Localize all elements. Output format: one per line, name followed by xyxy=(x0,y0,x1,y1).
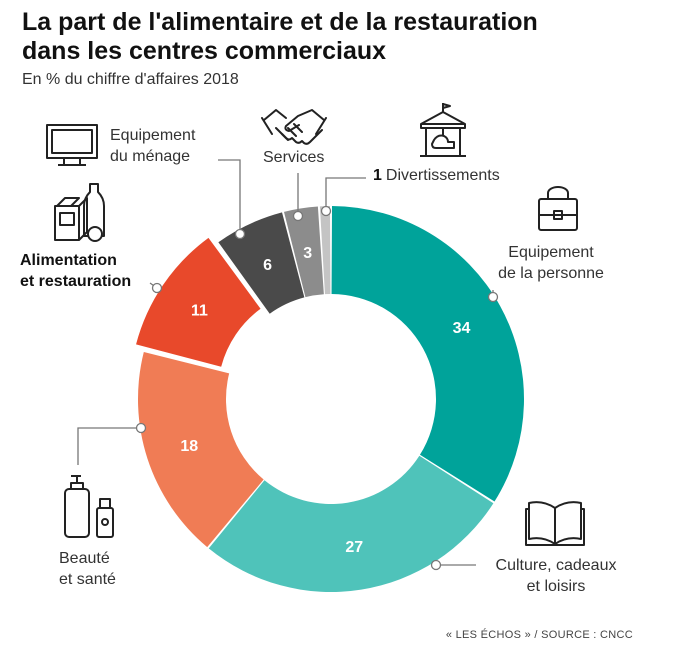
television-icon xyxy=(46,124,98,166)
leader-dot-equipement-menage xyxy=(234,228,246,240)
slice-services xyxy=(283,206,324,298)
slice-equipement-personne xyxy=(331,206,524,502)
label-equipement-personne: Equipement de la personne xyxy=(488,242,614,284)
leader-line-beaute-sante xyxy=(77,427,141,465)
slice-divertissements xyxy=(319,206,331,295)
label-beaute-line-2: et santé xyxy=(59,571,116,588)
label-culture-line-2: et loisirs xyxy=(526,578,586,595)
leader-dot-services xyxy=(292,210,304,222)
handshake-icon xyxy=(261,109,327,145)
value-label-equipement-personne: 34 xyxy=(453,320,471,337)
leader-line-divertissements xyxy=(325,177,366,211)
label-menage-line-1: Equipement xyxy=(110,127,196,144)
groceries-icon xyxy=(54,183,105,242)
cosmetics-bottles-icon xyxy=(64,475,114,538)
value-label-beaute-sante: 18 xyxy=(180,438,198,455)
value-label-services: 3 xyxy=(303,245,312,262)
chart-title-line-2: dans les centres commerciaux xyxy=(22,37,387,65)
label-alimentation-line-2: et restauration xyxy=(20,273,132,290)
slice-beaute-sante xyxy=(138,351,264,548)
leader-dot-equipement-personne xyxy=(487,291,499,303)
value-label-alimentation-restauration: 11 xyxy=(191,303,208,320)
label-beaute-line-1: Beauté xyxy=(59,550,110,567)
label-culture-cadeaux-loisirs: Culture, cadeaux et loisirs xyxy=(472,555,640,597)
chart-subtitle: En % du chiffre d'affaires 2018 xyxy=(22,71,239,88)
chart-title-line-1: La part de l'alimentaire et de la restau… xyxy=(22,8,538,36)
label-equipement-personne-line-1: Equipement xyxy=(508,244,594,261)
label-divertissements: 1 Divertissements xyxy=(373,165,500,186)
open-book-icon xyxy=(525,501,585,546)
leader-dot-divertissements xyxy=(320,205,332,217)
chart-title: La part de l'alimentaire et de la restau… xyxy=(22,8,642,66)
value-label-equipement-menage: 6 xyxy=(263,257,272,274)
carousel-icon xyxy=(420,103,466,157)
divertissements-value: 1 xyxy=(373,167,382,184)
label-menage-line-2: du ménage xyxy=(110,148,191,165)
leader-dot-beaute-sante xyxy=(135,422,147,434)
slice-culture-cadeaux-loisirs xyxy=(208,455,494,592)
leader-dot-alimentation-restauration xyxy=(151,282,163,294)
label-divertissements-text: Divertissements xyxy=(385,167,500,184)
source-note: « LES ÉCHOS » / SOURCE : CNCC xyxy=(445,629,633,641)
label-alimentation-restauration: Alimentation et restauration xyxy=(20,250,131,292)
label-services: Services xyxy=(263,147,324,168)
label-beaute-sante: Beauté et santé xyxy=(59,548,116,590)
label-services-text: Services xyxy=(263,149,325,166)
handbag-icon xyxy=(538,186,578,231)
label-equipement-personne-line-2: de la personne xyxy=(498,265,604,282)
leader-dot-culture-cadeaux-loisirs xyxy=(430,559,442,571)
slice-alimentation-restauration xyxy=(136,237,261,367)
value-label-culture-cadeaux-loisirs: 27 xyxy=(345,539,363,556)
label-alimentation-line-1: Alimentation xyxy=(20,252,117,269)
label-equipement-menage: Equipement du ménage xyxy=(110,125,195,167)
leader-line-equipement-menage xyxy=(218,159,241,234)
label-culture-line-1: Culture, cadeaux xyxy=(495,557,617,574)
